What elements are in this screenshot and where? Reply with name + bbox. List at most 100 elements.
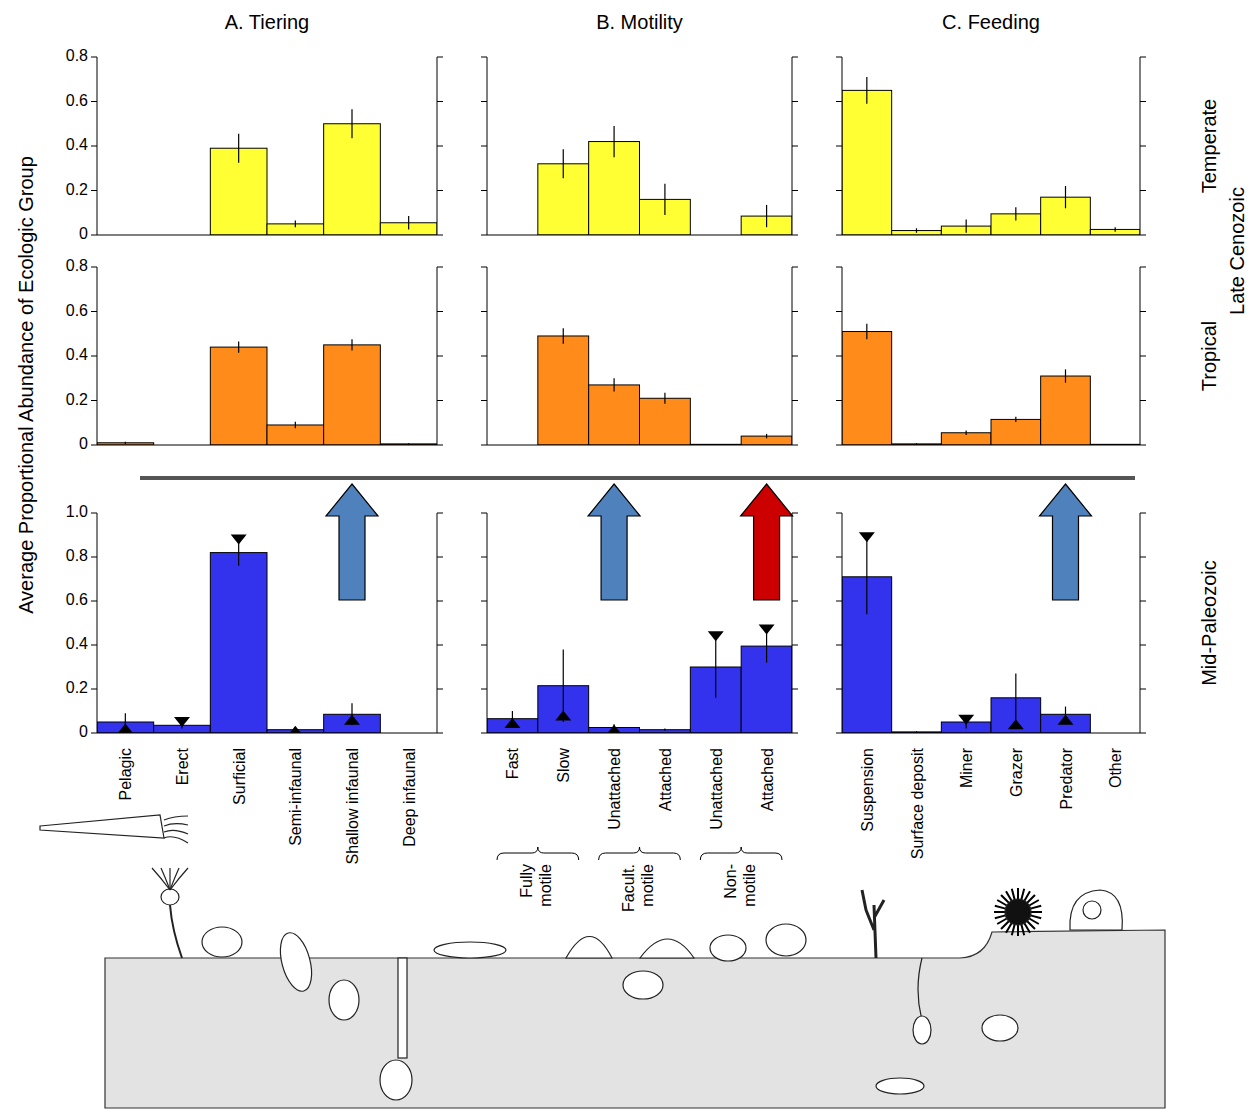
marks (512, 328, 792, 445)
tick (1140, 645, 1146, 646)
tick (91, 689, 97, 690)
tick (792, 513, 798, 514)
tick (836, 645, 842, 646)
median-marker (117, 724, 133, 733)
tick (792, 356, 798, 357)
bar (97, 722, 154, 733)
tentacle (164, 830, 188, 834)
tentacle (164, 824, 188, 826)
tick-label: 0 (79, 225, 88, 242)
tick (481, 267, 487, 268)
illustration (40, 815, 1165, 1108)
spine (1028, 900, 1038, 906)
tick (481, 57, 487, 58)
deposit-feeder (876, 1078, 924, 1094)
tick (91, 733, 97, 734)
error-bar (866, 77, 867, 104)
tick-label: 0.6 (66, 591, 88, 608)
tick (1140, 733, 1146, 734)
error-bar (563, 149, 564, 178)
tick-label: 0.6 (66, 302, 88, 319)
spine (1006, 891, 1012, 901)
median-marker (1008, 719, 1024, 729)
tick (836, 311, 842, 312)
deep-bivalve (380, 1060, 412, 1100)
x-axis (487, 444, 792, 445)
tick (1140, 557, 1146, 558)
attached-shell (710, 935, 746, 961)
panel: 00.20.40.60.8 (66, 47, 443, 242)
tick (1140, 601, 1146, 602)
tick (91, 513, 97, 514)
bar (210, 347, 267, 445)
tick (792, 267, 798, 268)
y-axis (842, 513, 843, 733)
tick (437, 601, 443, 602)
tick-label: 0.6 (66, 92, 88, 109)
error-bar (1015, 674, 1016, 722)
separator (140, 476, 1135, 480)
marks (125, 109, 437, 235)
error-bar (563, 328, 564, 344)
burrow (918, 958, 922, 1020)
panel: 00.20.40.60.81.0PelagicErectSurficialSem… (66, 503, 443, 864)
tick (792, 601, 798, 602)
x-axis (842, 234, 1140, 235)
bar (324, 124, 381, 235)
error-bar (966, 219, 967, 232)
tick (836, 235, 842, 236)
median-marker (606, 725, 622, 733)
sediment (105, 930, 1165, 1108)
category-label: Pelagic (117, 748, 134, 800)
bar (210, 553, 267, 733)
tick (481, 557, 487, 558)
tick (1140, 235, 1146, 236)
error-bar (1065, 186, 1066, 208)
category-label: Surface deposit (909, 747, 926, 859)
tick-label: 0.4 (66, 635, 88, 652)
x-axis (97, 732, 437, 733)
tick (1140, 190, 1146, 191)
category-label: Shallow infaunal (344, 748, 361, 865)
error-bar (125, 442, 126, 444)
tick (792, 146, 798, 147)
marks (842, 324, 1140, 445)
panel: SuspensionSurface depositMinerGrazerPred… (836, 513, 1146, 859)
bar (324, 714, 381, 733)
tick (836, 445, 842, 446)
tick (437, 689, 443, 690)
error-bar (613, 378, 614, 391)
tick-label: 0.2 (66, 679, 88, 696)
spine (994, 911, 1006, 913)
tick (91, 57, 97, 58)
tick (91, 190, 97, 191)
median-marker (174, 717, 190, 727)
brachiopod (202, 927, 242, 957)
unattached-shell (640, 939, 694, 958)
tick (836, 400, 842, 401)
y-axis (487, 513, 488, 733)
category-label: Attached (759, 748, 776, 811)
tick (792, 101, 798, 102)
tick (836, 57, 842, 58)
category-label: Other (1107, 747, 1124, 788)
fast-mover (434, 942, 506, 958)
spine (1012, 924, 1015, 936)
category-label: Deep infaunal (401, 748, 418, 847)
error-bar (715, 636, 716, 698)
spine (1017, 924, 1019, 936)
tick (481, 689, 487, 690)
infaunal-bivalve (982, 1015, 1018, 1041)
spine (1017, 888, 1019, 900)
tick (836, 101, 842, 102)
error-bar (966, 431, 967, 435)
urchin-body (1005, 899, 1031, 925)
median-marker (555, 710, 571, 720)
group-label-line: Facult. (620, 864, 637, 912)
error-bar (664, 393, 665, 404)
panel: 00.20.40.60.8 (66, 257, 443, 452)
urchin (994, 888, 1042, 936)
crinoid-cup (161, 889, 179, 905)
tick (437, 146, 443, 147)
error-bar (766, 434, 767, 438)
